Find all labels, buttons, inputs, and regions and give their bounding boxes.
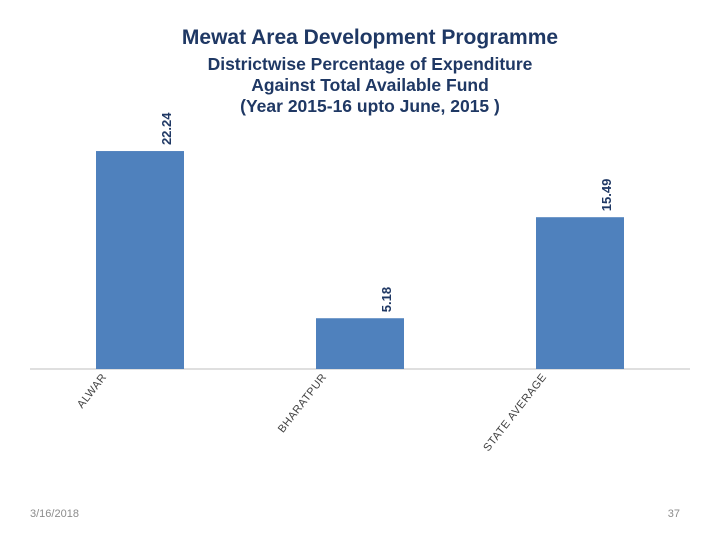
data-label: 15.49: [599, 179, 614, 212]
bar-alwar: [96, 151, 184, 369]
data-label: 5.18: [379, 287, 394, 312]
bar-bharatpur: [316, 318, 404, 369]
data-label: 22.24: [159, 112, 174, 145]
chart-title: Mewat Area Development Programme: [181, 26, 559, 49]
slide-page-number: 37: [667, 508, 680, 520]
x-tick-label: STATE AVERAGE: [481, 371, 549, 453]
x-tick-label: ALWAR: [75, 371, 109, 410]
bar-state-average: [536, 217, 624, 369]
chart-subtitle: Districtwise Percentage of Expenditure A…: [207, 54, 533, 116]
slide-date: 3/16/2018: [30, 508, 79, 520]
x-tick-label: BHARATPUR: [276, 371, 329, 435]
